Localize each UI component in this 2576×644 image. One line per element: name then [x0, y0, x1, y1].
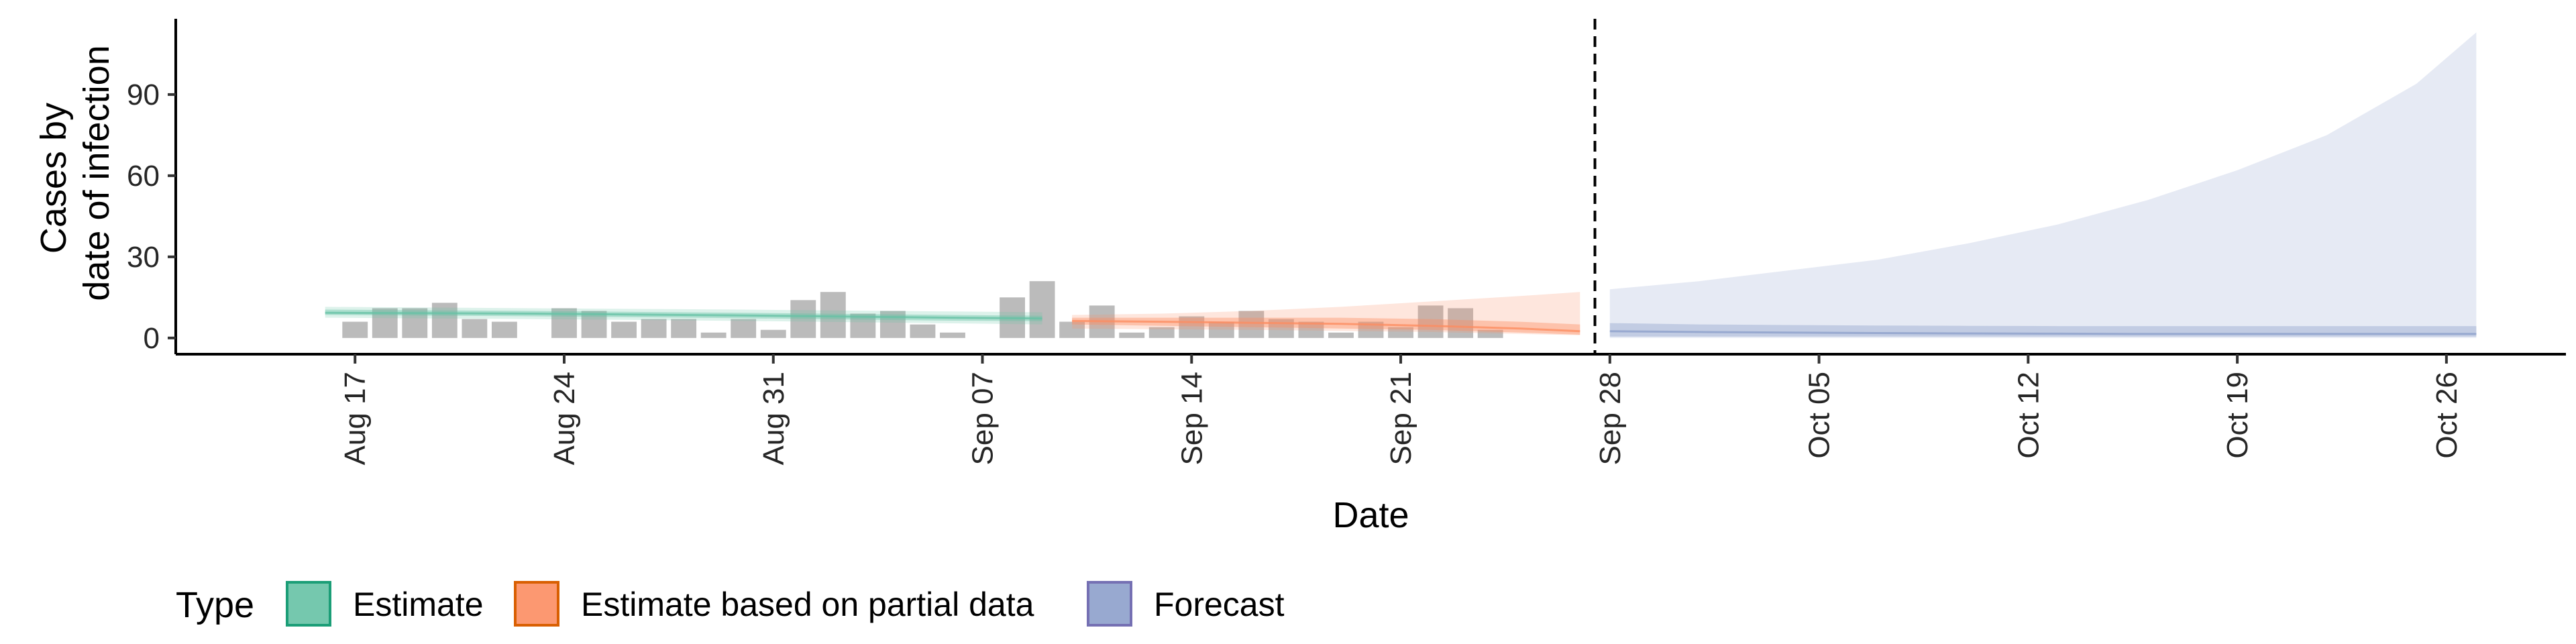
partial-outer-band [1072, 292, 1580, 335]
partial-median-line [1072, 319, 1580, 333]
case-bar [1388, 327, 1413, 338]
legend-label: Estimate [353, 586, 484, 623]
case-bar [940, 332, 965, 338]
y-tick-label: 0 [144, 322, 160, 355]
x-tick-label: Sep 28 [1594, 372, 1627, 465]
case-bar [1029, 281, 1055, 338]
x-tick-label: Aug 24 [548, 372, 581, 465]
case-bar [431, 303, 458, 338]
case-bar [790, 300, 816, 338]
legend-items: Estimate Estimate based on partial data Fo… [286, 581, 1285, 627]
case-bar [700, 332, 727, 338]
x-tick-label: Oct 12 [2012, 372, 2045, 459]
legend-key-partial [514, 581, 559, 627]
legend: Type Estimate Estimate based on partial d… [176, 581, 1285, 627]
case-bar [1417, 305, 1444, 338]
case-bar [910, 324, 936, 338]
x-tick-label: Aug 31 [757, 372, 790, 465]
case-bar [731, 319, 757, 338]
case-bar [1448, 308, 1474, 338]
case-bar [1208, 321, 1234, 338]
case-bar [462, 319, 488, 338]
y-tick-label: 30 [127, 241, 160, 274]
x-tick-label: Sep 14 [1175, 372, 1208, 465]
y-tick-label: 60 [127, 160, 160, 193]
y-axis-title-line-1: Cases by [34, 103, 74, 254]
case-bar [342, 321, 368, 338]
forecast-outer-band [1609, 32, 2477, 338]
case-bar [1477, 329, 1503, 338]
legend-label: Estimate based on partial data [581, 586, 1034, 623]
forecast-median-line [1609, 330, 2477, 335]
x-tick-label: Oct 19 [2221, 372, 2254, 459]
x-tick-label: Oct 05 [1803, 372, 1836, 459]
estimate-median-line [325, 311, 1042, 320]
case-bar [581, 311, 607, 338]
case-bar [671, 319, 697, 338]
case-bar [879, 311, 906, 338]
y-axis-ticks: 0 30 60 90 [127, 78, 176, 355]
x-tick-label: Aug 17 [339, 372, 372, 465]
x-tick-label: Sep 07 [967, 372, 1000, 465]
estimate-bands [325, 32, 2477, 338]
axes: 0 30 60 90 Aug 17 Aug 24 Aug 31 Sep 07 Sep 14 Se… [127, 19, 2566, 465]
case-bar [1179, 316, 1205, 338]
case-bar [1059, 321, 1085, 338]
x-tick-label: Oct 26 [2430, 372, 2463, 459]
case-bar [820, 292, 846, 338]
case-bar [1238, 311, 1265, 338]
case-bar [611, 321, 637, 338]
x-axis-title: Date [1332, 495, 1409, 535]
y-tick-label: 90 [127, 78, 160, 111]
legend-key-estimate [286, 581, 331, 627]
y-axis-title-line-2: date of infection [76, 45, 117, 301]
legend-label: Forecast [1154, 586, 1285, 623]
case-bar [1328, 332, 1354, 338]
case-bar [491, 321, 517, 338]
case-bar [641, 319, 667, 338]
case-bar [1148, 327, 1175, 338]
x-tick-label: Sep 21 [1385, 372, 1417, 465]
legend-title: Type [176, 585, 254, 625]
y-axis-title: Cases by date of infection [34, 45, 117, 301]
case-bar [760, 329, 786, 338]
x-axis-ticks: Aug 17 Aug 24 Aug 31 Sep 07 Sep 14 Sep 21 Sep … [339, 354, 2463, 465]
case-bar [1119, 332, 1145, 338]
legend-key-forecast [1087, 581, 1132, 627]
